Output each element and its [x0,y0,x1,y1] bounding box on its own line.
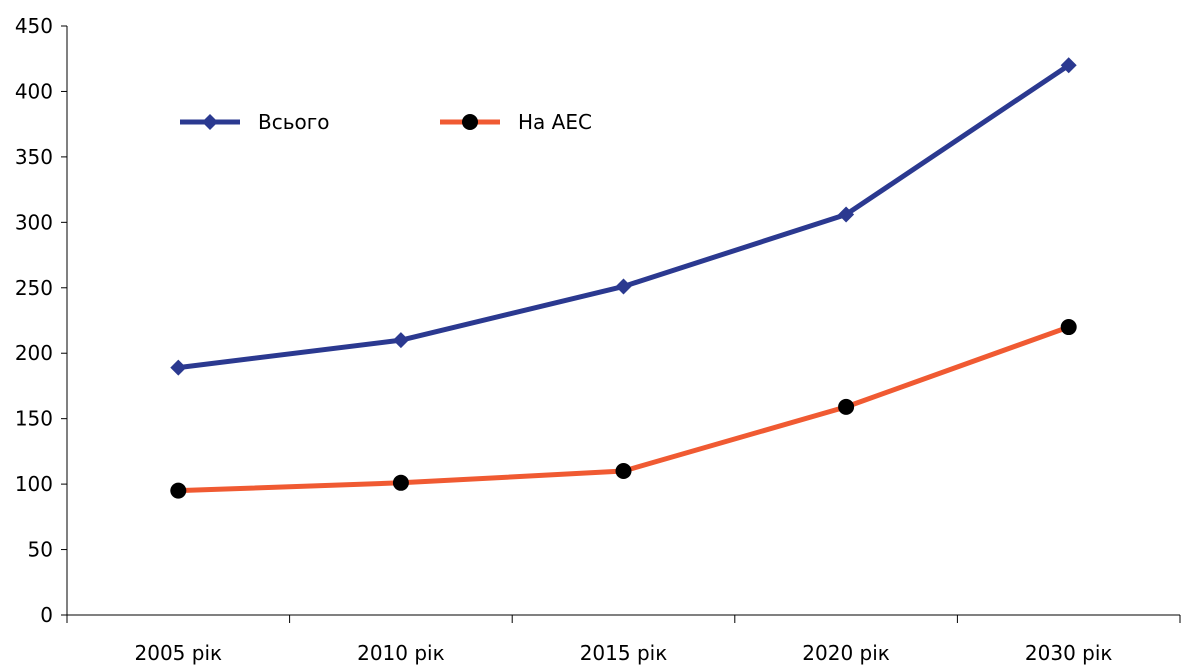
x-tick-label: 2005 рік [135,641,223,665]
data-point [392,332,409,349]
y-tick-label: 200 [15,341,53,365]
chart-legend: Всього На АЕС [180,110,592,134]
data-point [615,463,632,480]
x-tick-label: 2015 рік [580,641,668,665]
legend-item-1: Всього [180,110,329,134]
data-point [838,398,855,415]
y-tick-label: 250 [15,276,53,300]
data-point [1060,57,1077,74]
y-tick-label: 100 [15,472,53,496]
data-point [170,482,187,499]
y-tick-label: 350 [15,145,53,169]
legend-item-2: На АЕС [440,110,592,134]
y-tick-label: 150 [15,407,53,431]
chart-axes: 0 50 100 150 200 250 300 350 400 450 2005 рік 2010 … [15,14,1181,665]
data-point [392,474,409,491]
y-tick-label: 300 [15,210,53,234]
x-tick-label: 2010 рік [357,641,445,665]
data-point [615,278,632,295]
y-tick-label: 400 [15,79,53,103]
legend-label: Всього [258,110,329,134]
legend-marker [202,114,218,130]
series-1 [170,57,1077,376]
data-point [1060,319,1077,336]
legend-label: На АЕС [518,110,592,134]
y-tick-label: 50 [28,538,53,562]
legend-marker [462,114,478,130]
x-tick-label: 2020 рік [802,641,890,665]
y-tick-label: 0 [40,603,53,627]
series-2 [170,319,1077,499]
data-point [170,359,187,376]
chart-series [170,57,1077,499]
x-tick-label: 2030 рік [1025,641,1113,665]
data-point [838,206,855,223]
y-tick-label: 450 [15,14,53,38]
